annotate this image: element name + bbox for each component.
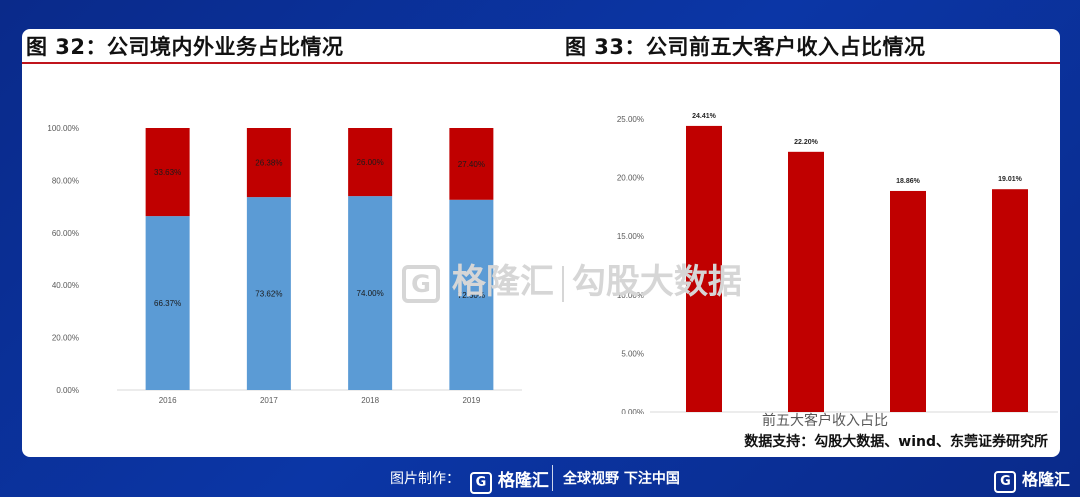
bar-segment <box>449 128 494 200</box>
bar-segment <box>348 128 393 197</box>
data-label: 26.00% <box>357 158 384 167</box>
bar-segment <box>449 199 494 390</box>
watermark-brand: 格隆汇 <box>451 262 554 302</box>
x-tick-label: 2019 <box>462 396 480 405</box>
figure2-title: 图 33：公司前五大客户收入占比情况 <box>565 35 926 59</box>
data-label: 33.63% <box>154 168 181 177</box>
data-label: 22.20% <box>794 139 819 146</box>
bar-segment <box>246 197 291 390</box>
data-label: 66.37% <box>154 299 181 308</box>
x-tick-label: 2017 <box>260 396 278 405</box>
bar-segment <box>145 216 190 390</box>
bar <box>788 151 824 412</box>
data-label: 24.41% <box>692 113 717 120</box>
y-tick-label: 40.00% <box>52 281 79 290</box>
x-axis-title: 前五大客户收入占比 <box>762 413 888 429</box>
data-label: 74.00% <box>357 289 384 298</box>
data-label: 19.01% <box>998 176 1023 183</box>
bar-segment <box>246 128 291 198</box>
footer-brand-right[interactable]: G 格隆汇 <box>994 466 1070 493</box>
watermark: G 格隆汇 勾股大数据 <box>402 254 742 303</box>
bar <box>890 190 926 412</box>
footer-logo-icon: G <box>470 472 492 494</box>
data-label: 18.86% <box>896 178 921 185</box>
figure1-title: 图 32：公司境内外业务占比情况 <box>26 35 344 59</box>
y-tick-label: 100.00% <box>47 124 79 133</box>
y-tick-label: 0.00% <box>56 386 79 395</box>
y-tick-label: 0.00% <box>621 408 644 414</box>
watermark-logo: G <box>402 264 440 303</box>
bar-chart: 0.00% 5.00% 10.00% 15.00% 20.00% 25.00% 24.41%… <box>617 113 1058 414</box>
y-tick-label: 25.00% <box>617 115 644 124</box>
y-tick-label: 20.00% <box>52 334 79 343</box>
y-tick-label: 60.00% <box>52 229 79 238</box>
data-label: 27.40% <box>458 160 485 169</box>
title-rule <box>22 62 1060 64</box>
footer-brand-right-icon: G <box>994 471 1017 493</box>
y-tick-label: 10.00% <box>617 291 644 300</box>
footer-label: 图片制作： <box>390 471 460 487</box>
figure-panel: 图 32：公司境内外业务占比情况 图 33：公司前五大客户收入占比情况 0.00… <box>22 29 1060 457</box>
bar <box>686 125 722 412</box>
footer-slogan: 全球视野 下注中国 <box>563 471 680 487</box>
data-label: 26.38% <box>255 159 282 168</box>
source-note: 数据支持：勾股大数据、wind、东莞证券研究所 <box>744 434 1048 450</box>
bar <box>992 189 1028 412</box>
data-label: 72.60% <box>458 291 485 300</box>
bar-segment <box>145 128 190 217</box>
footer-brand: G 格隆汇 <box>470 466 549 494</box>
watermark-product: 勾股大数据 <box>571 262 742 302</box>
y-tick-label: 15.00% <box>617 232 644 241</box>
y-tick-label: 5.00% <box>621 349 644 358</box>
y-tick-label: 20.00% <box>617 174 644 183</box>
footer-bar: 图片制作： G 格隆汇 全球视野 下注中国 G 格隆汇 <box>0 458 1080 497</box>
data-label: 73.62% <box>255 290 282 299</box>
y-tick-label: 80.00% <box>52 176 79 185</box>
footer-divider <box>552 465 553 491</box>
x-tick-label: 2016 <box>159 396 177 405</box>
stacked-bar-chart: 0.00% 20.00% 40.00% 60.00% 80.00% 100.00% 66.3… <box>47 124 522 405</box>
x-tick-label: 2018 <box>361 396 379 405</box>
bar-segment <box>348 196 393 390</box>
